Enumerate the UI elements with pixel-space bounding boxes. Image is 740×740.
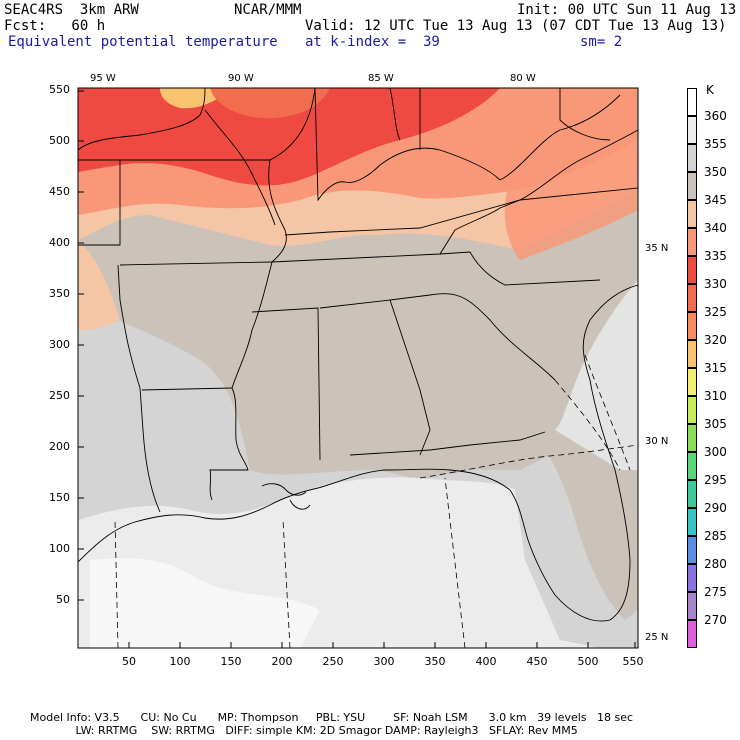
legend-swatch [687,396,697,424]
legend-label: 280 [704,557,727,571]
legend-swatch [687,424,697,452]
x-tick-label: 250 [322,655,344,668]
legend-swatch [687,312,697,340]
y-tick-label: 450 [49,185,70,198]
y-tick-label: 50 [56,593,70,606]
y-tick-label: 550 [49,83,70,96]
legend-label: 310 [704,389,727,403]
legend-swatch [687,256,697,284]
y-tick-label: 350 [49,287,70,300]
level-label: at k-index = 39 [305,34,440,50]
legend-label: 305 [704,417,727,431]
field-name: Equivalent potential temperature [8,34,278,50]
latitude-label: 30 N [645,436,669,447]
legend-label: 295 [704,473,727,487]
x-tick-label: 300 [373,655,395,668]
model-info-line2: LW: RRTMG SW: RRTMG DIFF: simple KM: 2D … [30,724,578,737]
x-tick-label: 450 [526,655,548,668]
legend-swatch [687,452,697,480]
legend-label: 290 [704,501,727,515]
longitude-label: 85 W [368,73,394,84]
y-tick-label: 200 [49,440,70,453]
legend-swatch [687,116,697,144]
experiment-title: SEAC4RS 3km ARW [4,2,139,18]
legend-label: 355 [704,137,727,151]
latitude-label: 25 N [645,632,669,643]
legend-swatch [687,88,697,116]
x-tick-label: 50 [122,655,136,668]
x-tick-label: 350 [424,655,446,668]
legend-swatch [687,340,697,368]
legend-swatch [687,368,697,396]
forecast-hour: Fcst: 60 h [4,18,106,34]
legend-label: 300 [704,445,727,459]
legend-label: 320 [704,333,727,347]
legend-swatch [687,172,697,200]
legend-swatch [687,480,697,508]
legend-swatch [687,592,697,620]
x-tick-label: 150 [220,655,242,668]
latitude-label: 35 N [645,243,669,254]
y-tick-label: 300 [49,338,70,351]
x-tick-label: 400 [475,655,497,668]
legend-label: 270 [704,613,727,627]
legend-label: 350 [704,165,727,179]
x-tick-label: 550 [622,655,644,668]
y-tick-label: 250 [49,389,70,402]
legend-label: 275 [704,585,727,599]
y-tick-label: 150 [49,491,70,504]
legend-swatch [687,144,697,172]
legend-label: 340 [704,221,727,235]
legend-swatch [687,228,697,256]
x-tick-label: 100 [169,655,191,668]
init-time: Init: 00 UTC Sun 11 Aug 13 [517,2,737,18]
legend-label: 325 [704,305,727,319]
longitude-label: 80 W [510,73,536,84]
longitude-label: 95 W [90,73,116,84]
legend-swatch [687,536,697,564]
y-tick-label: 500 [49,134,70,147]
smoothing-label: sm= 2 [580,34,623,50]
legend-label: 345 [704,193,727,207]
legend-swatch [687,620,697,648]
legend-label: 330 [704,277,727,291]
legend-swatch [687,284,697,312]
legend-label: 360 [704,109,727,123]
legend-label: 285 [704,529,727,543]
x-tick-label: 500 [577,655,599,668]
longitude-label: 90 W [228,73,254,84]
y-tick-label: 400 [49,236,70,249]
legend-label: 335 [704,249,727,263]
legend-unit: K [706,83,714,97]
legend-label: 315 [704,361,727,375]
legend-swatch [687,200,697,228]
legend-swatch [687,508,697,536]
x-tick-label: 200 [271,655,293,668]
model-info-line1: Model Info: V3.5 CU: No Cu MP: Thompson … [30,711,634,724]
center-label: NCAR/MMM [234,2,302,18]
valid-time: Valid: 12 UTC Tue 13 Aug 13 (07 CDT Tue … [305,18,727,34]
legend-swatch [687,564,697,592]
y-tick-label: 100 [49,542,70,555]
